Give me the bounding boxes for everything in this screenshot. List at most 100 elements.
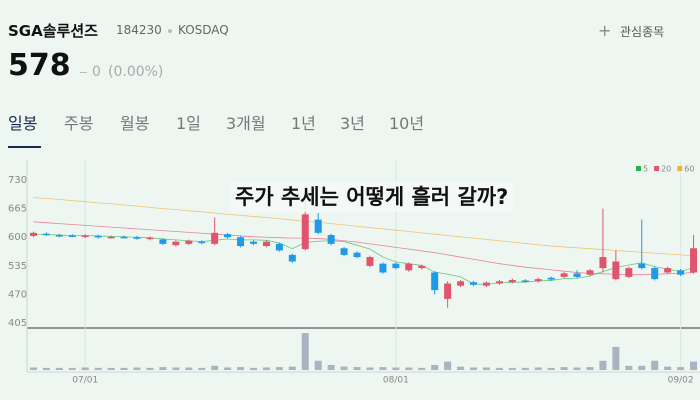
candle-body (275, 243, 283, 251)
volume-bar (353, 367, 361, 370)
volume-bar (444, 361, 452, 370)
volume-bar (457, 366, 465, 370)
candle-body (301, 214, 309, 250)
volume-bar (508, 367, 516, 370)
volume-bar (198, 367, 206, 370)
volume-bar (107, 367, 115, 370)
candle-body (366, 257, 374, 266)
legend-swatch (636, 166, 641, 171)
annotation-bg (230, 182, 514, 212)
candle-body (444, 283, 452, 299)
volume-bar (262, 367, 270, 370)
candle-body (470, 282, 478, 285)
tab[interactable]: 3년 (340, 114, 365, 133)
candle-body (55, 235, 63, 237)
volume-bar (133, 367, 141, 370)
volume-bar (94, 367, 102, 370)
volume-bar (560, 367, 568, 370)
candle-body (547, 277, 555, 280)
candle-body (211, 232, 219, 244)
candle-body (482, 282, 490, 286)
change: 0 (92, 64, 101, 80)
candle-body (457, 281, 465, 286)
y-tick-label: 600 (8, 232, 27, 243)
legend-label: 5 (643, 165, 648, 174)
tab[interactable]: 1일 (176, 114, 201, 133)
candle-body (495, 281, 503, 284)
candle-body (237, 237, 245, 247)
volume-bar (521, 367, 529, 370)
tab[interactable]: 일봉 (8, 114, 38, 133)
candle-body (327, 235, 335, 244)
volume-bar (573, 367, 581, 370)
volume-bar (68, 367, 76, 370)
candle-body (521, 280, 529, 282)
volume-bar (159, 367, 167, 370)
volume-bar (120, 367, 128, 370)
candle-body (224, 234, 232, 238)
volume-bar (55, 367, 63, 370)
dot (168, 29, 172, 33)
tab[interactable]: 10년 (389, 114, 425, 133)
candle-body (638, 263, 646, 269)
volume-bar (612, 346, 620, 370)
y-tick-label: 730 (8, 175, 27, 186)
ma-line (33, 221, 694, 276)
candle-body (431, 272, 439, 291)
candle-body (612, 261, 620, 280)
volume-bar (379, 367, 387, 370)
candle-body (599, 257, 607, 269)
volume-bar (405, 367, 413, 370)
volume-bar (288, 366, 296, 370)
volume-bar (651, 360, 659, 370)
stock-name: SGA솔루션즈 (8, 22, 98, 40)
volume-bar (237, 367, 245, 370)
candle-body (392, 263, 400, 269)
volume-bar (211, 365, 219, 370)
volume-bar (366, 367, 374, 370)
volume-bar (340, 366, 348, 370)
add-icon[interactable]: + (598, 21, 612, 40)
legend-swatch (654, 166, 660, 171)
candle-body (573, 273, 581, 277)
candle-body (418, 265, 426, 269)
y-tick-label: 665 (8, 204, 27, 215)
volume-bar (146, 367, 154, 370)
candle-body (29, 232, 37, 236)
volume-bar (586, 367, 594, 370)
candle-body (677, 270, 685, 275)
candle-body (508, 279, 516, 283)
candle-body (107, 236, 115, 239)
volume-bar (547, 367, 555, 370)
tab[interactable]: 주봉 (64, 114, 94, 133)
volume-bar (301, 333, 309, 370)
legend-label: 60 (684, 165, 694, 174)
ma-line (33, 234, 694, 285)
candle-body (314, 219, 322, 233)
annotation: 주가 추세는 어떻게 흘러 갈까? (235, 185, 508, 209)
watch-button[interactable]: 관심종목 (620, 25, 665, 39)
volume-bar (418, 367, 426, 370)
candle-body (651, 268, 659, 280)
tab[interactable]: 3개월 (226, 114, 266, 133)
volume-bar (664, 366, 672, 370)
volume-bar (690, 361, 698, 370)
candle-body (288, 254, 296, 262)
volume-bar (185, 367, 193, 370)
tab[interactable]: 월봉 (120, 114, 150, 133)
tab[interactable]: 1년 (291, 114, 316, 133)
candle-body (534, 279, 542, 282)
candle-body (133, 237, 141, 239)
candle-body (159, 239, 167, 244)
candle-body (340, 248, 348, 255)
volume-bar (275, 367, 283, 370)
candle-body (146, 237, 154, 240)
candle-body (664, 268, 672, 273)
candle-body (42, 233, 50, 236)
volume-bar (677, 367, 685, 370)
candle-body (185, 240, 193, 244)
volume-bar (81, 367, 89, 370)
stock-code: 184230 (116, 23, 162, 37)
volume-bar (470, 367, 478, 370)
